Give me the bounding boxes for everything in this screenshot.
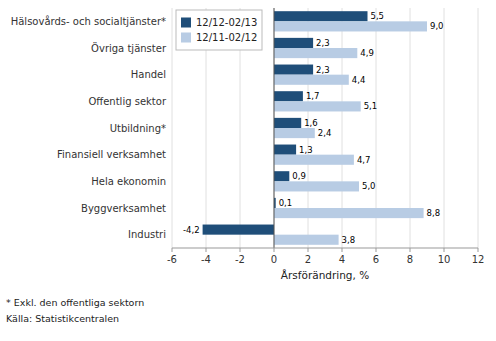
chart: -6 -4 -2 0 2 4 6 8 10 12 -4,2 0,1 0,9 1,3 1,6 1,7 2,3 2,3… bbox=[0, 0, 496, 341]
x-axis-label: Årsförändring, % bbox=[281, 269, 369, 281]
x-tick bbox=[342, 248, 343, 252]
footnote: * Exkl. den offentliga sektorn bbox=[6, 297, 144, 308]
data-label: 1,3 bbox=[299, 145, 313, 155]
legend-label: 12/12-02/13 bbox=[196, 17, 257, 28]
legend-swatch bbox=[181, 33, 191, 43]
x-tick-label: -6 bbox=[167, 254, 177, 265]
x-tick-label: 6 bbox=[373, 254, 379, 265]
legend: 12/12-02/13 12/11-02/12 bbox=[176, 10, 262, 50]
x-tick bbox=[308, 248, 309, 252]
x-tick bbox=[444, 248, 445, 252]
bar bbox=[274, 21, 427, 31]
x-tick-label: 0 bbox=[271, 254, 277, 265]
x-tick-label: -2 bbox=[235, 254, 245, 265]
bar bbox=[274, 145, 296, 155]
y-tick-label: Byggverksamhet bbox=[81, 203, 166, 214]
data-label: 0,1 bbox=[279, 198, 293, 208]
data-label: -4,2 bbox=[183, 225, 200, 235]
data-label: 8,8 bbox=[427, 208, 441, 218]
bar bbox=[274, 118, 301, 128]
x-axis-line bbox=[172, 248, 478, 249]
bar bbox=[274, 11, 368, 21]
bar bbox=[274, 208, 424, 218]
data-label: 5,0 bbox=[362, 181, 376, 191]
grid bbox=[172, 8, 478, 248]
zero-line bbox=[274, 8, 275, 248]
x-tick-label: -4 bbox=[201, 254, 211, 265]
x-tick bbox=[410, 248, 411, 252]
data-label: 4,4 bbox=[352, 75, 366, 85]
bar bbox=[203, 225, 274, 235]
legend-swatch bbox=[181, 18, 191, 28]
y-tick-label: Hela ekonomin bbox=[91, 176, 166, 187]
grid-line bbox=[274, 8, 275, 248]
grid-line bbox=[478, 8, 479, 248]
bar bbox=[274, 235, 339, 245]
x-tick bbox=[206, 248, 207, 252]
y-tick-label: Industri bbox=[128, 229, 166, 240]
x-tick-label: 8 bbox=[407, 254, 413, 265]
bar bbox=[274, 38, 313, 48]
data-label: 0,9 bbox=[292, 171, 306, 181]
data-label: 1,7 bbox=[306, 91, 320, 101]
y-tick-label: Hälsovårds- och socialtjänster* bbox=[11, 15, 166, 27]
data-label: 5,1 bbox=[364, 101, 378, 111]
bar bbox=[274, 128, 315, 138]
bar bbox=[274, 155, 354, 165]
grid-line bbox=[444, 8, 445, 248]
bar bbox=[274, 65, 313, 75]
data-label: 4,7 bbox=[357, 155, 371, 165]
data-label: 3,8 bbox=[342, 235, 356, 245]
x-tick-label: 10 bbox=[438, 254, 451, 265]
y-tick-label: Utbildning* bbox=[110, 123, 166, 134]
bar bbox=[274, 75, 349, 85]
footnote: Källa: Statistikcentralen bbox=[6, 313, 119, 324]
x-tick-label: 12 bbox=[472, 254, 485, 265]
data-label: 5,5 bbox=[371, 11, 385, 21]
bar bbox=[274, 48, 357, 58]
x-tick-label: 2 bbox=[305, 254, 311, 265]
x-tick bbox=[240, 248, 241, 252]
x-tick bbox=[274, 248, 275, 252]
data-label: 1,6 bbox=[304, 118, 318, 128]
y-tick-label: Offentlig sektor bbox=[88, 96, 166, 107]
bar bbox=[274, 101, 361, 111]
data-label: 2,3 bbox=[316, 65, 330, 75]
y-tick-label: Övriga tjänster bbox=[91, 42, 167, 54]
y-tick-label: Handel bbox=[131, 69, 166, 80]
data-label: 9,0 bbox=[430, 21, 444, 31]
grid-line bbox=[172, 8, 173, 248]
x-tick bbox=[172, 248, 173, 252]
bar bbox=[274, 181, 359, 191]
legend-box bbox=[176, 10, 262, 50]
y-tick-label: Finansiell verksamhet bbox=[57, 149, 166, 160]
data-label: 2,4 bbox=[318, 128, 332, 138]
bar bbox=[274, 91, 303, 101]
legend-label: 12/11-02/12 bbox=[196, 32, 257, 43]
x-tick bbox=[376, 248, 377, 252]
data-label: 4,9 bbox=[360, 48, 374, 58]
x-tick-label: 4 bbox=[339, 254, 345, 265]
x-tick bbox=[478, 248, 479, 252]
data-label: 2,3 bbox=[316, 38, 330, 48]
bar bbox=[274, 171, 289, 181]
